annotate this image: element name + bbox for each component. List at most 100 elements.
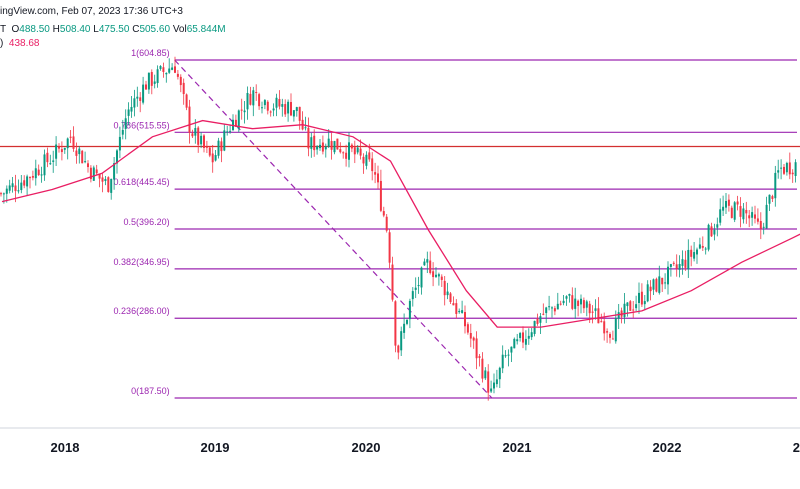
candle-body — [258, 94, 261, 107]
candle-body — [226, 131, 229, 133]
candle-body — [191, 133, 194, 137]
candle-body — [672, 262, 675, 264]
ohlc-readout: T O488.50 H508.40 L475.50 C505.60 Vol65.… — [0, 24, 226, 35]
candle-body — [29, 177, 31, 179]
candle-body — [223, 130, 226, 151]
candle-body — [649, 286, 652, 292]
candle-body — [171, 67, 174, 70]
candle-body — [716, 224, 719, 228]
candle-body — [365, 154, 368, 166]
candle-body — [78, 148, 81, 155]
candle-body — [145, 84, 147, 90]
candle-body — [385, 216, 388, 231]
candle-body — [133, 98, 136, 108]
candle-body — [72, 136, 75, 149]
candle-body — [551, 307, 553, 309]
candle-body — [278, 98, 281, 107]
candle-body — [84, 161, 87, 163]
candle-body — [377, 173, 379, 183]
candle-body — [63, 147, 66, 150]
candle-body — [113, 163, 116, 180]
candle-body — [600, 321, 603, 323]
candle-body — [707, 224, 710, 250]
candle-body — [321, 142, 324, 152]
candle-body — [8, 185, 11, 191]
candle-body — [116, 150, 118, 164]
candle-body — [46, 152, 49, 163]
candle-body — [780, 167, 783, 169]
candle-body — [382, 211, 385, 216]
candle-body — [507, 354, 510, 356]
candle-body — [719, 209, 722, 223]
candle-body — [420, 267, 423, 288]
candle-body — [34, 168, 37, 179]
candle-body — [255, 92, 258, 94]
candle-body — [530, 332, 533, 338]
candle-body — [542, 313, 545, 315]
candle-body — [745, 209, 748, 214]
candle-body — [162, 67, 165, 72]
candle-body — [11, 183, 14, 188]
candle-body — [348, 142, 350, 160]
candle-body — [432, 271, 435, 278]
candle-body — [553, 308, 556, 312]
candle-body — [539, 316, 542, 323]
candle-body — [153, 81, 156, 84]
candle-body — [188, 106, 191, 133]
candle-body — [768, 194, 771, 204]
candle-body — [200, 135, 203, 145]
candle-body — [527, 335, 530, 339]
candle-body — [110, 178, 113, 193]
candle-body — [368, 152, 371, 160]
candle-body — [0, 193, 2, 195]
candle-body — [130, 106, 133, 112]
candle-body — [336, 138, 339, 150]
candle-body — [722, 206, 725, 211]
candle-body — [664, 282, 667, 284]
candle-body — [362, 156, 365, 164]
candle-body — [742, 208, 745, 220]
x-tick-label-2018: 2018 — [51, 440, 80, 455]
candle-body — [739, 206, 742, 217]
candle-body — [95, 169, 98, 174]
fib-trend-line — [174, 59, 493, 399]
candle-body — [234, 119, 237, 127]
candle-body — [693, 252, 696, 259]
candle-body — [403, 323, 406, 333]
candle-body — [568, 293, 571, 296]
candle-body — [310, 137, 313, 149]
candle-body — [591, 311, 594, 313]
candle-body — [203, 135, 205, 148]
candle-body — [571, 295, 574, 309]
candle-body — [577, 300, 580, 306]
candle-body — [481, 358, 484, 379]
candle-body — [684, 259, 687, 268]
candle-body — [536, 318, 539, 324]
time-axis[interactable]: 2018 2019 2020 2021 2022 2 — [51, 440, 800, 455]
candle-body — [791, 172, 794, 175]
fibonacci-retracement[interactable]: 1(604.85) 0.786(515.55) 0.618(445.45) 0.5(3… — [114, 48, 797, 399]
candle-body — [794, 162, 797, 176]
candle-body — [43, 154, 46, 176]
candle-body — [635, 304, 638, 309]
candle-body — [751, 212, 754, 218]
candle-body — [585, 301, 588, 308]
candle-body — [275, 97, 278, 108]
candle-body — [658, 276, 661, 293]
candle-body — [139, 97, 142, 101]
fib-label-0.618: 0.618(445.45) — [114, 177, 170, 187]
candle-body — [281, 104, 284, 107]
candle-body — [159, 66, 162, 69]
candle-body — [194, 128, 197, 136]
candle-body — [580, 298, 582, 305]
candle-body — [458, 310, 461, 313]
candle-body — [304, 127, 307, 129]
fib-label-0.5: 0.5(396.20) — [124, 217, 170, 227]
candle-body — [127, 109, 130, 116]
candle-body — [498, 367, 501, 380]
candle-body — [205, 146, 208, 148]
candle-body — [52, 160, 55, 162]
candle-body — [423, 261, 426, 266]
candle-body — [174, 66, 176, 73]
